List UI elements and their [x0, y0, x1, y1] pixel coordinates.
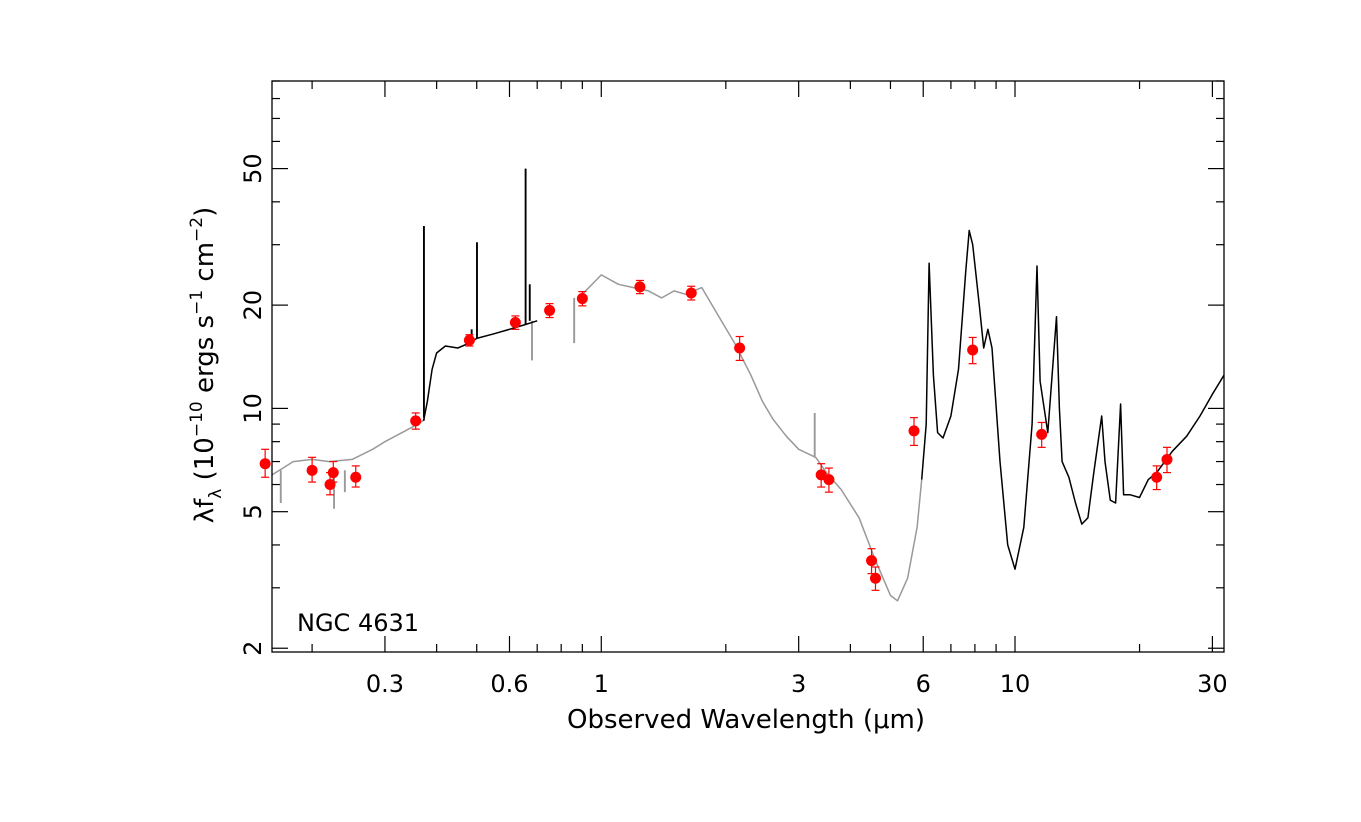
data-point: [509, 316, 521, 328]
x-tick-label: 10: [1000, 670, 1031, 698]
observed-spectrum-series: [422, 168, 1225, 570]
y-label-close: ): [190, 207, 220, 217]
y-label-open: (10: [190, 437, 220, 489]
data-point: [463, 334, 475, 346]
x-axis-label: Observed Wavelength (μm): [567, 705, 925, 735]
x-tick-label: 30: [1197, 670, 1228, 698]
data-point: [734, 342, 746, 354]
y-label-ergs: ergs s: [190, 315, 220, 401]
model-sed-line: [581, 274, 923, 602]
y-label-cm: cm: [190, 242, 220, 290]
data-point: [350, 471, 362, 483]
y-tick-label: 20: [239, 290, 267, 321]
data-point: [576, 293, 588, 305]
y-label-exp2: −1: [187, 290, 207, 315]
y-label-exp1: −10: [187, 401, 207, 437]
x-tick-label: 0.3: [366, 670, 404, 698]
photometry-series: [259, 279, 1173, 591]
y-axis-label: λfλ (10−10 ergs s−1 cm−2): [187, 207, 226, 524]
data-point: [866, 555, 878, 567]
data-point: [327, 467, 339, 479]
y-tick-label: 2: [239, 641, 267, 656]
data-point: [685, 287, 697, 299]
x-tick-label: 3: [791, 670, 806, 698]
data-point: [544, 304, 556, 316]
y-tick-label: 10: [239, 393, 267, 424]
model-sed-series: [271, 274, 923, 602]
y-label-sub: λ: [206, 489, 226, 499]
data-point: [823, 474, 835, 486]
x-tick-label: 0.6: [490, 670, 528, 698]
y-tick-label: 50: [239, 153, 267, 184]
model-sed-line: [271, 418, 426, 476]
y-tick-label: 5: [239, 504, 267, 519]
data-point: [634, 281, 646, 293]
data-point: [259, 458, 271, 470]
data-point: [1151, 471, 1163, 483]
data-point: [324, 479, 336, 491]
y-label-exp3: −2: [187, 217, 207, 242]
tick-labels: 0.3 0.6 1 3 6 10 30 2 5 10 20 50: [239, 153, 1228, 698]
data-point: [410, 415, 422, 427]
data-point: [908, 425, 920, 437]
x-tick-label: 1: [594, 670, 609, 698]
x-tick-label: 6: [916, 670, 931, 698]
spectrum-line: [422, 320, 538, 421]
data-point: [306, 464, 318, 476]
spectrum-line: [920, 229, 1225, 570]
data-point: [1161, 453, 1173, 465]
data-point: [967, 344, 979, 356]
axis-ticks: [272, 80, 1224, 652]
galaxy-name-label: NGC 4631: [297, 609, 419, 637]
plot-frame: [271, 80, 1225, 653]
data-point: [1036, 428, 1048, 440]
y-label-lambda-f: λf: [190, 498, 220, 523]
data-point: [869, 572, 881, 584]
